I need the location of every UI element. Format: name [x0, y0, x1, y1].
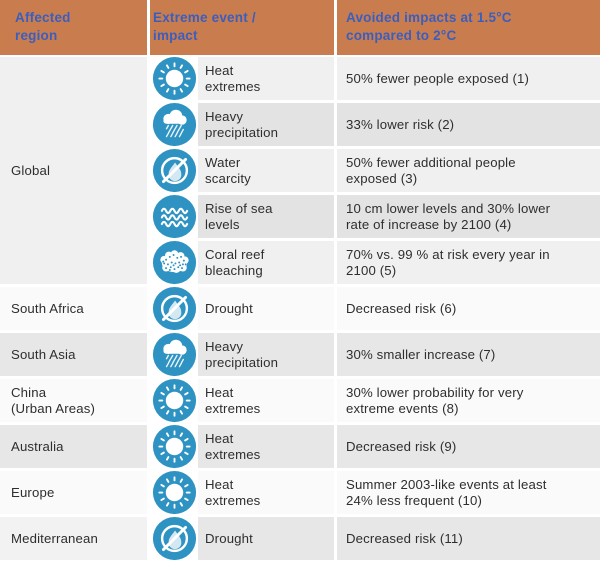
event-label: Heavy precipitation [198, 103, 334, 146]
header-extreme-event: Extreme event / impact [150, 0, 334, 55]
header-affected-region: Affected region [0, 0, 147, 55]
event-icon-cell [150, 424, 198, 469]
rain-icon [152, 102, 196, 147]
event-icon-cell [150, 286, 198, 331]
event-icon-cell [150, 378, 198, 423]
sun-icon [152, 378, 196, 423]
event-label: Drought [198, 517, 334, 560]
event-icon-cell [150, 194, 198, 239]
event-icon-cell [150, 148, 198, 193]
impact-value: 30% lower probability for very extreme e… [337, 379, 600, 422]
drought-icon [152, 286, 196, 331]
sun-icon [152, 424, 196, 469]
event-label: Coral reef bleaching [198, 241, 334, 284]
coral-icon [152, 240, 196, 285]
impact-value: 30% smaller increase (7) [337, 333, 600, 376]
water-scarcity-icon [152, 148, 196, 193]
rain-icon [152, 332, 196, 377]
table-body: Global South Africa South Asia China (Urban… [0, 56, 600, 561]
impact-value: Decreased risk (9) [337, 425, 600, 468]
event-icon-cell [150, 56, 198, 101]
event-icon-cell [150, 102, 198, 147]
region-cell: South Asia [0, 333, 147, 376]
sea-level-icon [152, 194, 196, 239]
region-cell: South Africa [0, 287, 147, 330]
sun-icon [152, 470, 196, 515]
event-icon-cell [150, 240, 198, 285]
impact-value: 33% lower risk (2) [337, 103, 600, 146]
event-label: Heavy precipitation [198, 333, 334, 376]
region-cell: Europe [0, 471, 147, 514]
region-cell: Global [0, 57, 147, 284]
region-cell: Mediterranean [0, 517, 147, 560]
impact-value: 50% fewer people exposed (1) [337, 57, 600, 100]
impact-value: Decreased risk (6) [337, 287, 600, 330]
drought-icon [152, 516, 196, 561]
impact-value: 50% fewer additional people exposed (3) [337, 149, 600, 192]
header-avoided-impacts: Avoided impacts at 1.5°C compared to 2°C [337, 0, 600, 55]
sun-icon [152, 56, 196, 101]
event-label: Heat extremes [198, 425, 334, 468]
event-icon-cell [150, 470, 198, 515]
region-cell: Australia [0, 425, 147, 468]
event-icon-cell [150, 516, 198, 561]
region-cell: China (Urban Areas) [0, 379, 147, 422]
event-label: Heat extremes [198, 379, 334, 422]
event-label: Drought [198, 287, 334, 330]
impact-value: 70% vs. 99 % at risk every year in 2100 … [337, 241, 600, 284]
table-header: Affected region Extreme event / impact A… [0, 0, 600, 55]
impact-value: Decreased risk (11) [337, 517, 600, 560]
event-label: Heat extremes [198, 471, 334, 514]
event-label: Heat extremes [198, 57, 334, 100]
impact-value: 10 cm lower levels and 30% lower rate of… [337, 195, 600, 238]
impact-value: Summer 2003-like events at least 24% les… [337, 471, 600, 514]
event-label: Rise of sea levels [198, 195, 334, 238]
event-label: Water scarcity [198, 149, 334, 192]
event-icon-cell [150, 332, 198, 377]
